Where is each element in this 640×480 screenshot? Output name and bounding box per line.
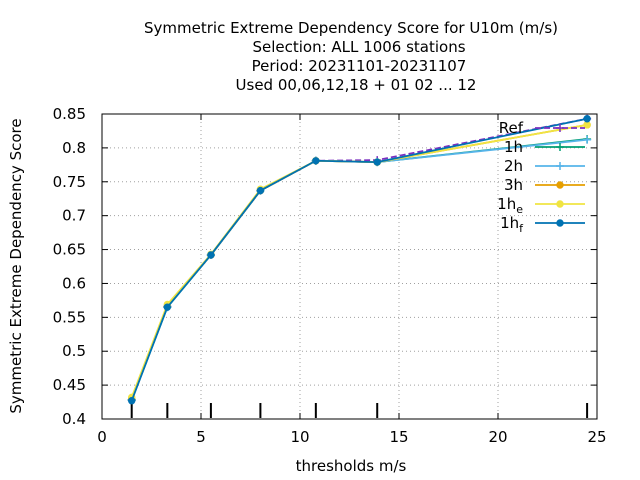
series-1hf-point: [373, 158, 381, 166]
title-line-2: Selection: ALL 1006 stations: [252, 38, 465, 56]
x-tick-label: 25: [587, 428, 606, 446]
x-axis-label: thresholds m/s: [296, 457, 407, 475]
x-tick-label: 5: [196, 428, 206, 446]
legend-label: 1hf: [500, 214, 524, 235]
y-tick-label: 0.4: [62, 410, 86, 428]
y-tick-label: 0.8: [62, 139, 86, 157]
legend-label: 2h: [504, 157, 523, 175]
y-tick-label: 0.45: [53, 376, 86, 394]
series-1hf-point: [163, 303, 172, 311]
x-tick-label: 0: [97, 428, 107, 446]
y-tick-label: 0.65: [53, 241, 86, 259]
y-tick-label: 0.75: [53, 173, 86, 191]
series-1hf-point: [583, 115, 591, 123]
legend-point: [556, 124, 564, 132]
legend-label: 1h: [504, 138, 523, 156]
legend-point: [556, 219, 564, 227]
y-axis-label: Symmetric Extreme Dependency Score: [7, 118, 25, 413]
y-tick-label: 0.7: [62, 207, 86, 225]
axis-ticks: 0 5 10 15 20 25 0.4 0.45 0.5 0.55 0.6 0.65 0.7 0.75 0.…: [53, 105, 607, 446]
x-tick-label: 20: [488, 428, 507, 446]
legend-point: [556, 200, 564, 208]
legend-item-1he: 1he: [497, 195, 585, 216]
title-line-1: Symmetric Extreme Dependency Score for U…: [144, 19, 558, 37]
legend-label: 1he: [497, 195, 523, 216]
legend-item-1h: 1h: [504, 138, 585, 156]
title-line-3: Period: 20231101-20231107: [252, 57, 467, 75]
series-2h-point: [583, 135, 592, 144]
series-1he-point: [583, 121, 591, 129]
series-1hf-point: [256, 186, 265, 195]
legend-item-2h: 2h: [504, 157, 585, 175]
legend-item-3h: 3h: [504, 176, 585, 194]
legend-item-ref: Ref: [499, 119, 585, 137]
title-line-4: Used 00,06,12,18 + 01 02 ... 12: [236, 76, 477, 94]
y-tick-label: 0.5: [62, 342, 86, 360]
series-lines: [127, 114, 592, 405]
series-1hf-point: [312, 157, 320, 165]
y-tick-label: 0.6: [62, 274, 86, 292]
series-1hf: [128, 115, 591, 405]
series-1hf-point: [207, 251, 215, 259]
x-tick-label: 10: [290, 428, 309, 446]
legend-label: Ref: [499, 119, 524, 137]
x-tick-label: 15: [389, 428, 408, 446]
legend-point: [556, 162, 564, 170]
chart-title: Symmetric Extreme Dependency Score for U…: [144, 19, 558, 94]
series-1hf-point: [128, 397, 136, 405]
plot-frame: [101, 113, 598, 420]
legend-label: 3h: [504, 176, 523, 194]
y-tick-label: 0.55: [53, 308, 86, 326]
legend-point: [556, 181, 564, 189]
legend-item-1hf: 1hf: [500, 214, 585, 235]
y-tick-label: 0.85: [53, 105, 86, 123]
legend-point: [556, 143, 564, 151]
